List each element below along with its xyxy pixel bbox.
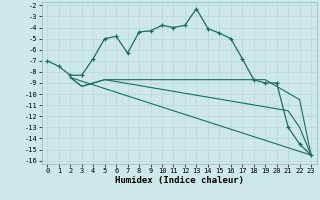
X-axis label: Humidex (Indice chaleur): Humidex (Indice chaleur) — [115, 176, 244, 185]
